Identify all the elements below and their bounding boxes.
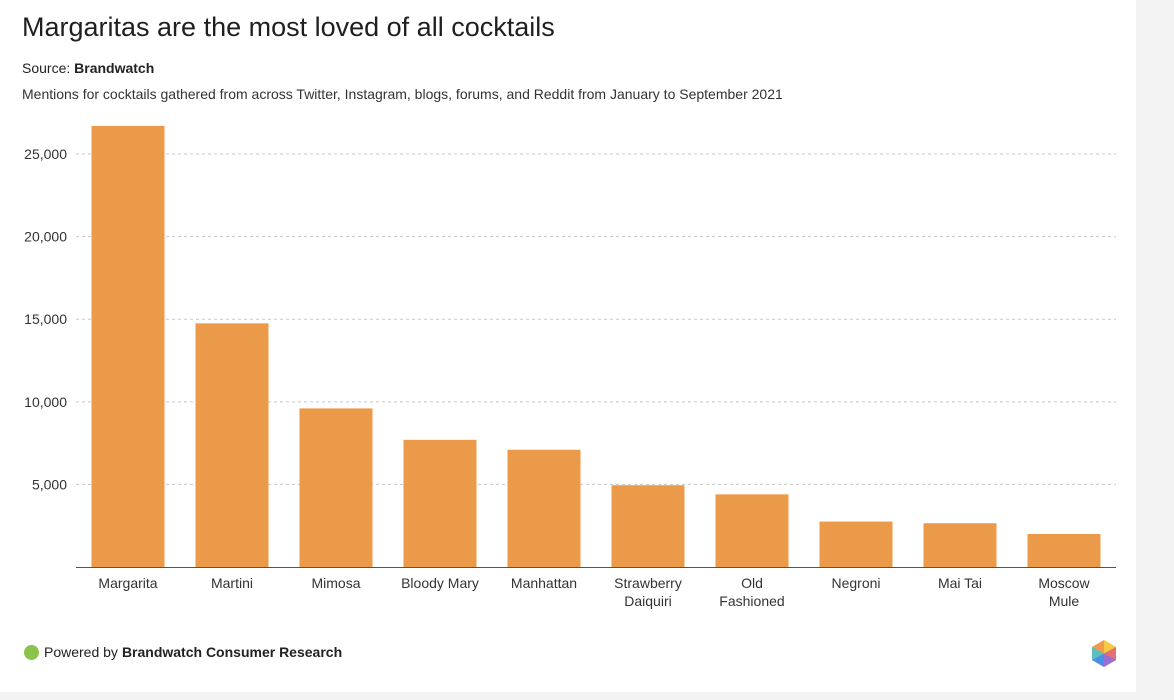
bar (507, 449, 581, 567)
bar (195, 323, 269, 567)
powered-by: Powered by Brandwatch Consumer Research (24, 644, 342, 660)
x-tick-label: Mimosa (311, 575, 360, 591)
chart-subtitle: Mentions for cocktails gathered from acr… (22, 86, 783, 102)
bar (715, 494, 789, 567)
bar (299, 408, 373, 567)
bar (819, 521, 893, 567)
brandwatch-hexagon-logo-icon[interactable] (1089, 638, 1119, 668)
x-tick-label: Moscow Mule (1038, 575, 1090, 609)
powered-name: Brandwatch Consumer Research (121, 644, 343, 660)
bar (91, 125, 165, 567)
x-tick-label: Mai Tai (938, 575, 982, 591)
chart-source: Source: Brandwatch (22, 60, 154, 76)
x-tick-label: Bloody Mary (401, 575, 479, 591)
y-tick-label: 25,000 (24, 146, 67, 162)
bar (923, 523, 997, 567)
bar (611, 485, 685, 567)
green-dot-icon (24, 644, 39, 660)
powered-label: Powered by (44, 644, 118, 660)
bar (1027, 533, 1101, 567)
y-tick-label: 20,000 (24, 229, 67, 245)
y-tick-label: 15,000 (24, 311, 67, 327)
x-tick-label: Old Fashioned (719, 575, 784, 609)
y-tick-label: 5,000 (32, 476, 67, 492)
chart-title: Margaritas are the most loved of all coc… (22, 12, 555, 42)
x-tick-label: Strawberry Daiquiri (614, 575, 682, 609)
chart-card: Margaritas are the most loved of all coc… (0, 0, 1136, 692)
x-tick-label: Negroni (831, 575, 880, 591)
x-tick-label: Manhattan (511, 575, 577, 591)
x-tick-label: Margarita (98, 575, 157, 591)
bar-chart: 5,000 10,000 15,000 20,000 25,000 Margarita Ma… (24, 125, 1116, 609)
source-label: Source: (22, 60, 71, 76)
bar (403, 439, 477, 567)
source-name: Brandwatch (74, 60, 155, 76)
x-tick-label: Martini (211, 575, 253, 591)
y-tick-label: 10,000 (24, 394, 67, 410)
